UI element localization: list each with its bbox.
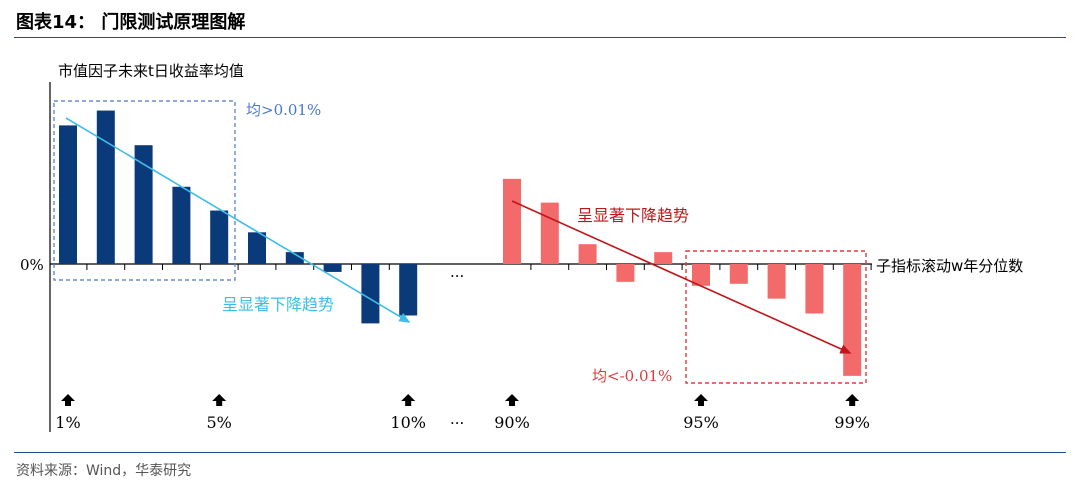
up-arrow-icon (212, 394, 227, 406)
blue-trend-label: 呈显著下降趋势 (222, 295, 334, 314)
bar-s0-0 (59, 125, 77, 265)
bars (59, 110, 862, 376)
bar-s1-4 (654, 252, 673, 264)
bar-s1-6 (729, 264, 748, 284)
highlight-boxes (53, 100, 867, 384)
percentile-tick-label: 5% (207, 413, 232, 432)
up-arrow-icon (694, 394, 708, 406)
figure-title: 图表14： 门限测试原理图解 (16, 12, 246, 33)
bar-s0-1 (96, 110, 115, 264)
bar-s1-8 (805, 264, 824, 314)
red-box-label: 均<-0.01% (592, 367, 672, 385)
top-divider (14, 37, 1066, 38)
bar-s1-3 (616, 264, 635, 282)
zero-label: 0% (20, 256, 44, 274)
trend-lines (65, 117, 852, 354)
up-arrow-icon (845, 394, 860, 406)
bar-s1-1 (540, 202, 559, 264)
bar-s0-3 (172, 186, 191, 264)
percentile-tick-label: 95% (683, 413, 719, 432)
bar-s0-8 (361, 264, 380, 324)
up-arrow-icon (61, 394, 75, 406)
bar-s0-6 (285, 252, 304, 264)
red-trend-label: 呈显著下降趋势 (577, 206, 689, 225)
bar-s0-5 (248, 232, 266, 264)
red-highlight-box (685, 250, 867, 384)
percentile-tick-label: 90% (494, 413, 530, 432)
y-axis-label: 市值因子未来t日收益率均值 (58, 62, 244, 80)
blue-trend-arrow (65, 117, 411, 323)
bar-s1-7 (767, 264, 786, 299)
bar-s1-5 (692, 264, 710, 286)
blue-box-label: 均>0.01% (246, 101, 321, 119)
blue-highlight-box (53, 100, 236, 281)
tick-ellipsis: ··· (450, 414, 464, 432)
red-trend-arrow (511, 200, 852, 354)
source-note: 资料来源：Wind，华泰研究 (16, 463, 192, 479)
bottom-divider (14, 452, 1066, 453)
x-axis-label: 子指标滚动w年分位数 (876, 257, 1023, 275)
percentile-tick-label: 1% (55, 413, 80, 432)
bar-s1-2 (578, 244, 597, 264)
bar-s0-9 (399, 264, 418, 316)
percentile-tick-label: 10% (390, 413, 426, 432)
bar-s0-2 (134, 145, 153, 264)
bar-s0-7 (323, 264, 342, 272)
axis-ellipsis: ··· (450, 267, 464, 285)
up-arrow-icon (505, 394, 519, 406)
bar-s1-0 (503, 178, 521, 264)
up-arrow-icon (401, 394, 416, 406)
bar-s1-9 (843, 264, 862, 376)
percentile-tick-label: 99% (834, 413, 870, 432)
bar-s0-4 (210, 210, 229, 264)
